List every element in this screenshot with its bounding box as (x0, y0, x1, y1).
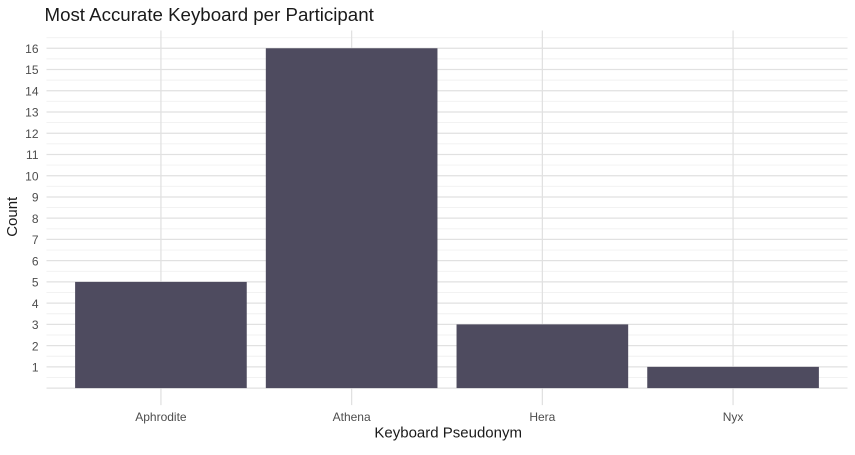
svg-text:13: 13 (25, 106, 39, 120)
svg-text:6: 6 (32, 254, 39, 268)
svg-text:11: 11 (26, 148, 39, 162)
svg-text:1: 1 (32, 361, 39, 375)
svg-text:8: 8 (32, 212, 39, 226)
svg-text:16: 16 (25, 42, 39, 56)
svg-text:Athena: Athena (333, 410, 371, 424)
svg-text:Nyx: Nyx (723, 410, 744, 424)
svg-text:14: 14 (25, 84, 39, 98)
svg-text:15: 15 (25, 63, 39, 77)
svg-text:Keyboard Pseudonym: Keyboard Pseudonym (374, 424, 522, 441)
svg-text:Most Accurate Keyboard per Par: Most Accurate Keyboard per Participant (45, 4, 375, 25)
svg-text:3: 3 (32, 318, 39, 332)
svg-text:9: 9 (32, 191, 39, 205)
svg-text:Hera: Hera (529, 410, 555, 424)
svg-text:10: 10 (25, 169, 39, 183)
svg-text:Aphrodite: Aphrodite (135, 410, 187, 424)
svg-text:5: 5 (32, 276, 39, 290)
svg-text:2: 2 (32, 339, 39, 353)
svg-text:12: 12 (25, 127, 39, 141)
svg-text:7: 7 (32, 233, 39, 247)
svg-text:4: 4 (32, 297, 39, 311)
svg-text:Count: Count (4, 196, 21, 237)
